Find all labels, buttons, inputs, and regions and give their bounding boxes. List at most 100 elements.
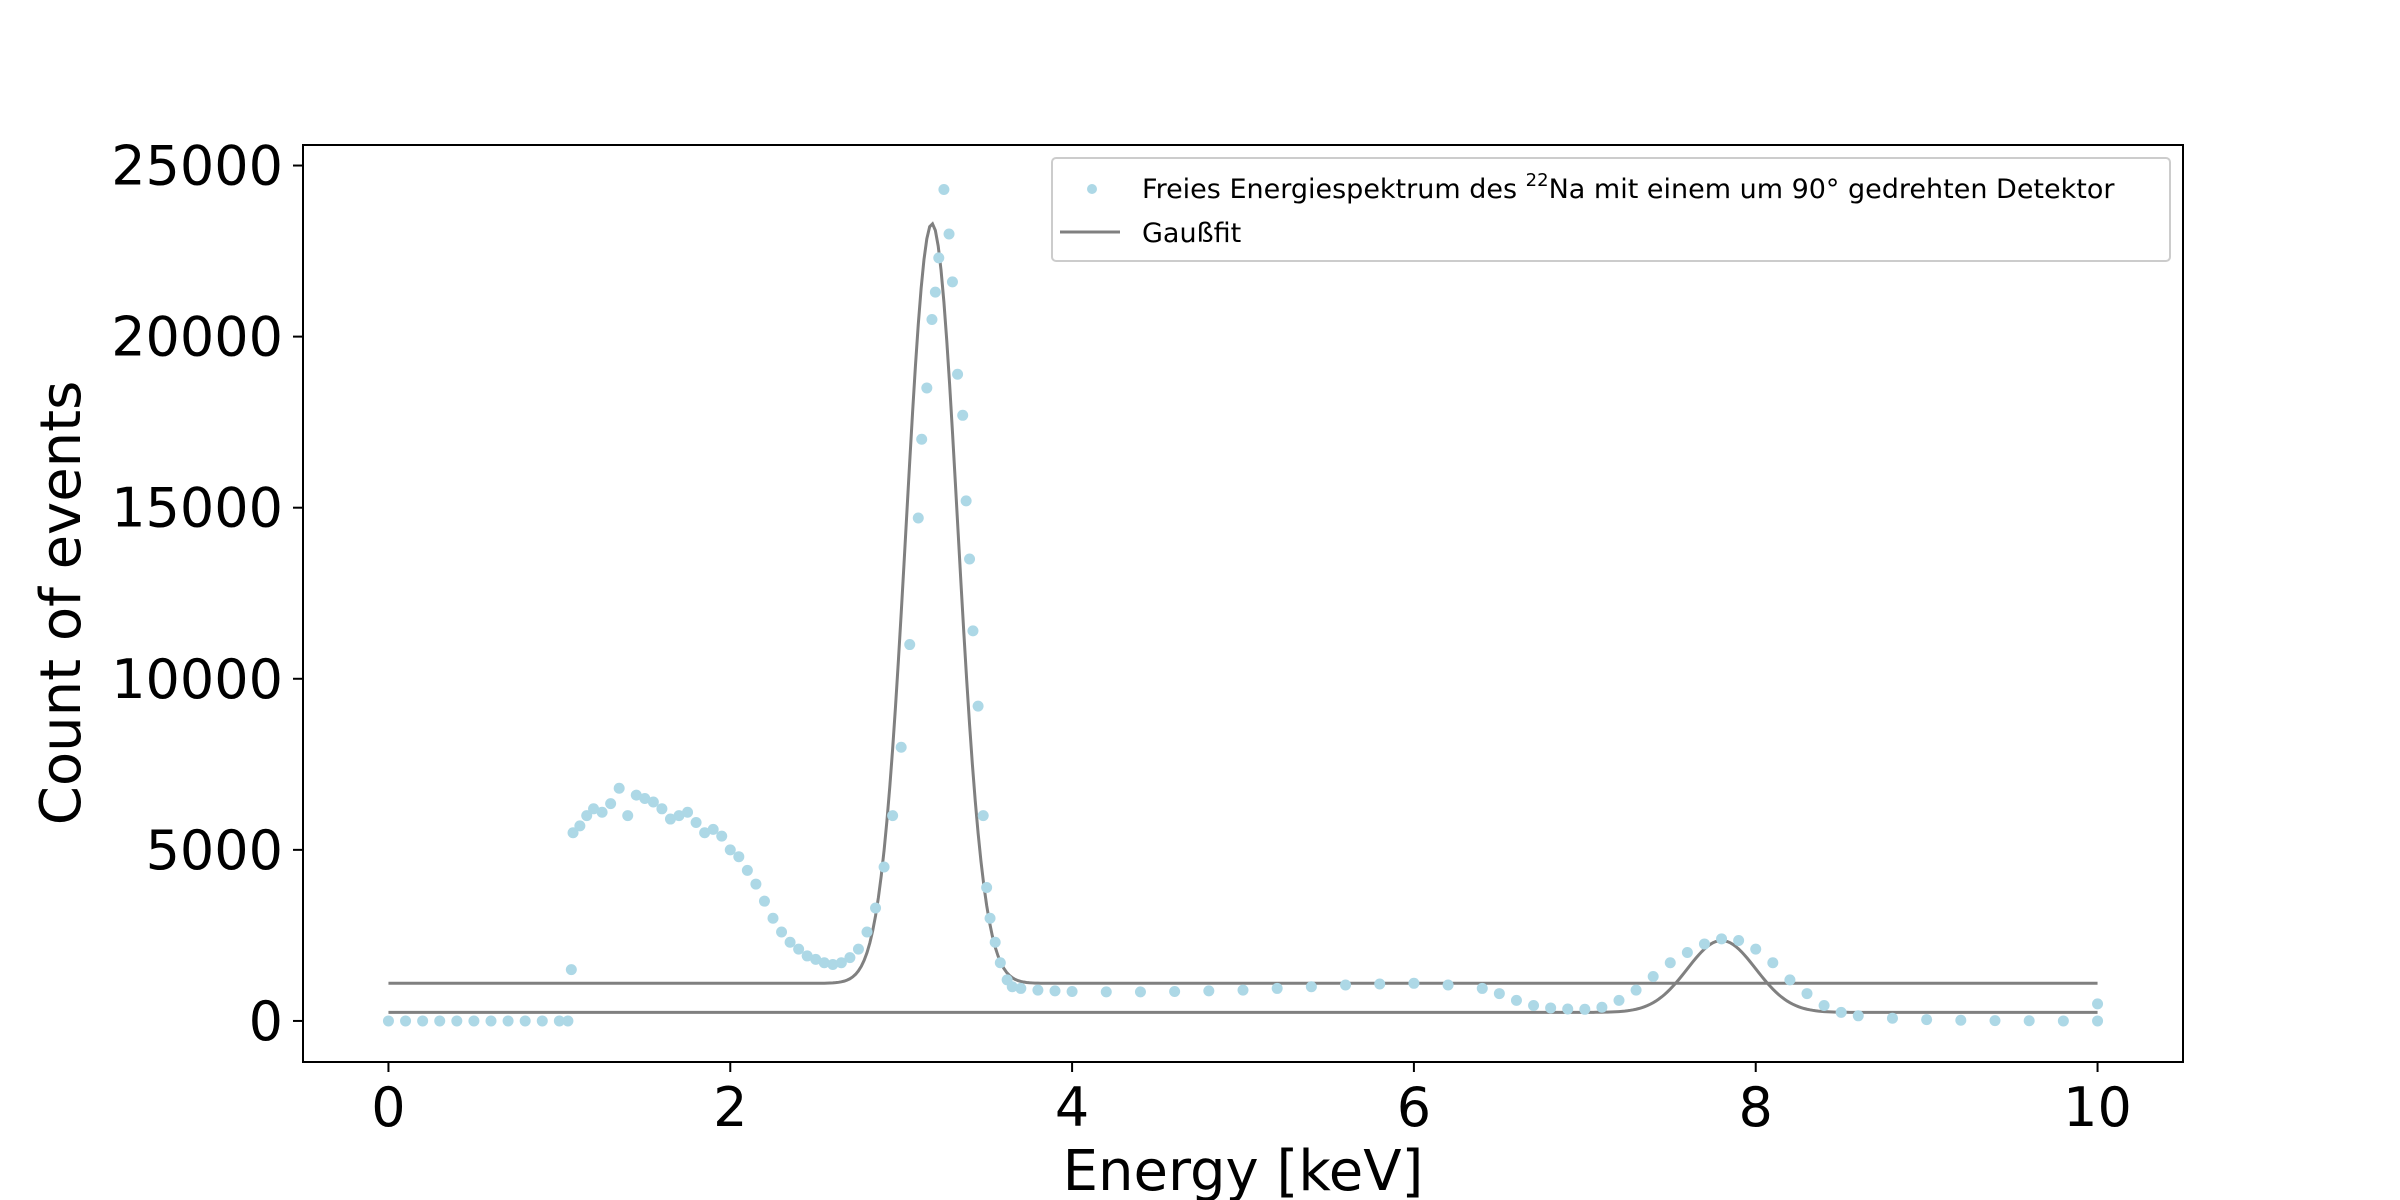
data-point [630,789,642,801]
data-point [926,314,938,325]
data-point [1493,988,1505,1000]
data-point [647,796,659,808]
data-point [588,803,600,815]
data-point [984,912,996,924]
data-point [887,810,899,822]
data-point [994,957,1006,969]
legend-scatter-suffix: Na mit einem um 90° gedrehten Detektor [1549,174,2116,205]
points-layer [382,183,2104,1027]
data-point [1681,947,1693,959]
data-point [1562,1003,1574,1015]
data-point [1006,981,1018,993]
data-point [1510,994,1522,1006]
y-ticks: 0 5000 10000 15000 20000 25000 [111,135,303,1053]
data-point [1716,933,1728,945]
data-point [673,810,685,822]
data-point [519,1015,531,1027]
data-point [565,964,577,976]
data-point [417,1015,429,1027]
data-point [1476,982,1488,994]
data-point [553,1015,565,1027]
data-point [468,1015,480,1027]
data-point [1374,978,1386,990]
data-point [1784,974,1796,986]
data-point [1442,979,1454,991]
data-point [596,806,608,818]
data-point [852,943,864,955]
data-point [972,700,984,712]
data-point [1733,935,1745,947]
legend-scatter-sup: 22 [1526,170,1549,191]
data-point [622,810,634,822]
y-axis-label: Count of events [29,381,94,826]
x-tick-label: 8 [1739,1076,1773,1139]
data-point [1647,970,1659,982]
x-tick-label: 0 [371,1076,405,1139]
data-point [485,1015,497,1027]
data-point [574,820,586,832]
data-point [895,741,907,753]
data-point [1886,1012,1898,1024]
data-point [750,878,762,890]
data-point [981,882,993,893]
data-point [1271,982,1283,994]
x-tick-label: 4 [1055,1076,1089,1139]
data-point [2023,1015,2035,1027]
data-point [1750,943,1762,955]
data-point [870,902,882,914]
data-point [1579,1003,1591,1015]
legend-scatter-prefix: Freies Energiespektrum des [1142,174,1526,205]
data-point [1545,1002,1557,1014]
legend: Freies Energiespektrum des 22Na mit eine… [1051,157,2171,262]
data-point [904,639,916,651]
data-point [2092,998,2104,1010]
data-point [1698,938,1710,950]
data-point [656,803,668,815]
data-point [960,495,972,507]
data-point [801,950,813,962]
data-point [1528,1000,1540,1012]
data-point [1596,1001,1608,1013]
data-point [810,953,822,965]
data-point [943,228,955,240]
data-point [1169,986,1181,998]
legend-scatter-marker [1087,184,1097,194]
fit-curve-1 [388,221,2098,985]
x-tick-label: 6 [1397,1076,1431,1139]
data-point [957,409,969,421]
data-point [1100,986,1112,998]
data-point [1134,986,1146,998]
data-point [682,806,694,818]
data-point [716,830,728,842]
data-point [536,1015,548,1027]
data-point [1203,985,1215,997]
data-point [581,810,593,822]
legend-scatter-label: Freies Energiespektrum des 22Na mit eine… [1142,170,2115,205]
data-point [861,926,873,938]
data-point [724,844,736,856]
data-point [929,286,941,298]
y-tick-label: 20000 [111,306,283,369]
data-point [1818,1000,1830,1012]
x-tick-label: 2 [713,1076,747,1139]
y-tick-label: 10000 [111,648,283,711]
x-axis-label: Energy [keV] [1063,1139,1424,1200]
data-point [912,512,924,524]
data-point [1921,1014,1933,1026]
plot-area [302,144,2184,1063]
data-point [989,936,1001,948]
data-point [844,952,856,964]
data-point [1664,957,1676,969]
y-tick-label: 0 [249,990,283,1053]
data-point [1767,957,1779,969]
x-tick-label: 10 [2063,1076,2132,1139]
data-point [952,368,964,380]
data-point [938,183,950,195]
data-point [1835,1006,1847,1018]
data-point [767,912,779,924]
data-point [921,382,933,394]
data-point [639,793,651,805]
data-point [400,1015,412,1027]
data-point [835,957,847,969]
